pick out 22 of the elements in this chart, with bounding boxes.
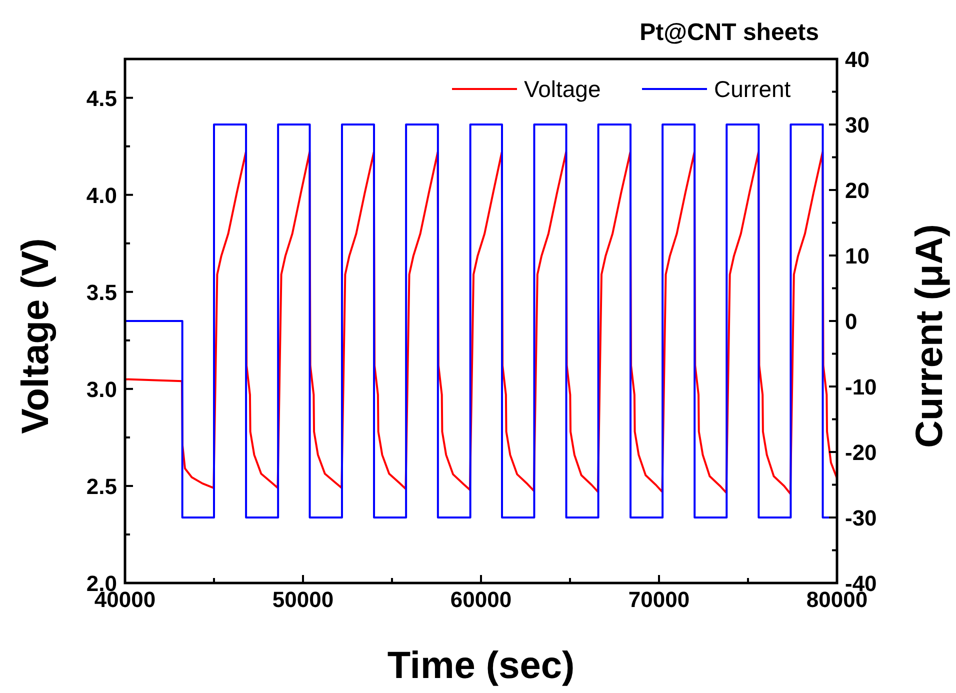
y2-tick-label: -10: [845, 374, 877, 400]
y-tick-label: 4.5: [86, 86, 117, 111]
y2-tick-label: -30: [845, 506, 877, 530]
x-tick-label: 70000: [628, 587, 690, 612]
x-tick-label: 60000: [450, 587, 512, 612]
legend-label: Voltage: [524, 76, 601, 102]
y-tick-label: 2.5: [86, 474, 117, 499]
y2-tick-label: 20: [845, 178, 870, 203]
y2-axis-title: Current (μA): [909, 224, 951, 448]
y-axis-title: Voltage (V): [15, 238, 57, 434]
legend-label: Current: [714, 76, 792, 102]
x-axis-title: Time (sec): [387, 645, 575, 687]
y2-tick-label: -20: [845, 440, 877, 465]
y2-tick-label: 10: [845, 244, 870, 268]
y2-tick-label: 40: [845, 47, 870, 72]
y2-tick-label: 0: [845, 309, 858, 334]
x-tick-label: 50000: [272, 587, 334, 612]
y2-tick-label: 30: [845, 112, 870, 138]
y-tick-label: 3.0: [86, 376, 117, 402]
chart-title: Pt@CNT sheets: [640, 19, 819, 46]
y-tick-label: 4.0: [86, 182, 117, 208]
y-tick-label: 3.5: [86, 280, 117, 305]
